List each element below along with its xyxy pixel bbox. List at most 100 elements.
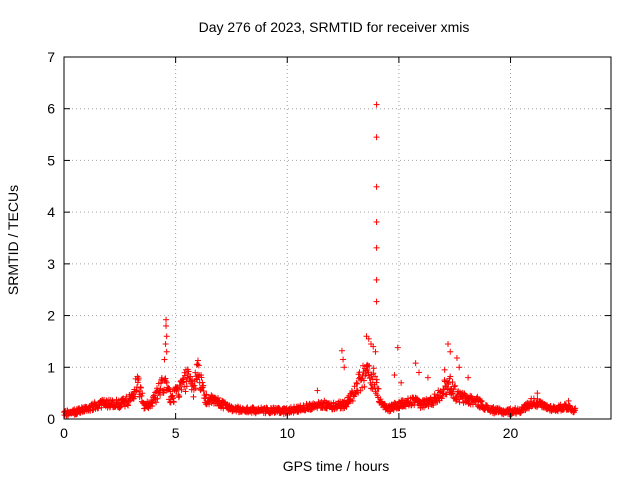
data-point [163,316,170,323]
y-tick-label: 6 [47,101,55,117]
data-point [415,369,422,376]
data-point [167,388,174,395]
data-point [391,372,398,379]
data-point [366,362,373,369]
data-point [136,388,143,395]
data-point [360,377,367,384]
data-point [198,374,205,381]
data-point [341,364,348,371]
data-point [373,376,380,383]
data-point [338,347,345,354]
data-point [165,384,172,391]
data-point [365,335,372,342]
data-point [373,101,380,108]
data-point [176,393,183,400]
y-axis-label: SRMTID / TECUs [5,185,21,295]
data-point [161,356,168,363]
x-axis-label: GPS time / hours [283,458,390,474]
data-point [170,399,177,406]
data-point [109,397,116,404]
data-point [340,356,347,363]
data-point [447,373,454,380]
data-point [373,183,380,190]
y-tick-labels: 0 1 2 3 4 5 6 7 [47,49,55,427]
data-point [365,372,372,379]
data-point [449,379,456,386]
data-point [452,382,459,389]
data-point [190,393,197,400]
data-point [449,390,456,397]
data-point [138,392,145,399]
data-point [162,341,169,348]
data-point [478,398,485,405]
data-point [163,333,170,340]
data-point [98,404,105,411]
data-point [373,298,380,305]
data-point [399,397,406,404]
x-tick-label: 0 [60,425,68,441]
data-point [534,390,541,397]
data-point [137,384,144,391]
y-tick-label: 1 [47,359,55,375]
data-point [314,387,321,394]
y-tick-label: 5 [47,152,55,168]
data-point [193,361,200,368]
data-point [139,390,146,397]
data-point [200,388,207,395]
x-tick-label: 5 [172,425,180,441]
data-point [465,374,472,381]
data-point [427,394,434,401]
data-point [372,373,379,380]
data-point [192,385,199,392]
x-tick-labels: 0 5 10 15 20 [60,425,518,441]
data-point [149,400,156,407]
data-point [439,393,446,400]
data-point [445,341,452,348]
data-point [115,397,122,404]
data-point [154,395,161,402]
data-point [163,348,170,355]
data-point [167,399,174,406]
y-tick-label: 2 [47,308,55,324]
data-point [441,366,448,373]
data-point [183,383,190,390]
data-point [370,343,377,350]
data-point [451,383,458,390]
data-point [357,387,364,394]
data-point [197,387,204,394]
data-point [375,385,382,392]
data-point [354,380,361,387]
y-tick-label: 3 [47,256,55,272]
data-point [447,348,454,355]
data-point [203,391,210,398]
data-point [467,392,474,399]
data-point [373,218,380,225]
data-point [398,379,405,386]
data-point [178,386,185,393]
y-tick-label: 7 [47,49,55,65]
data-point [343,403,350,410]
data-point [163,322,170,329]
data-point [185,368,192,375]
y-tick-label: 4 [47,204,55,220]
data-point [424,374,431,381]
data-point [373,134,380,141]
data-point [445,379,452,386]
data-point [456,364,463,371]
x-tick-label: 20 [503,425,519,441]
data-point [373,276,380,283]
data-point [394,344,401,351]
data-point [453,354,460,361]
data-point [123,393,130,400]
data-point [194,357,201,364]
data-point [456,399,463,406]
grid [64,57,611,419]
data-point [353,379,360,386]
axis-ticks [63,56,611,420]
data-point [565,397,572,404]
y-tick-label: 0 [47,411,55,427]
data-point [412,360,419,367]
data-point [182,388,189,395]
data-point [370,365,377,372]
